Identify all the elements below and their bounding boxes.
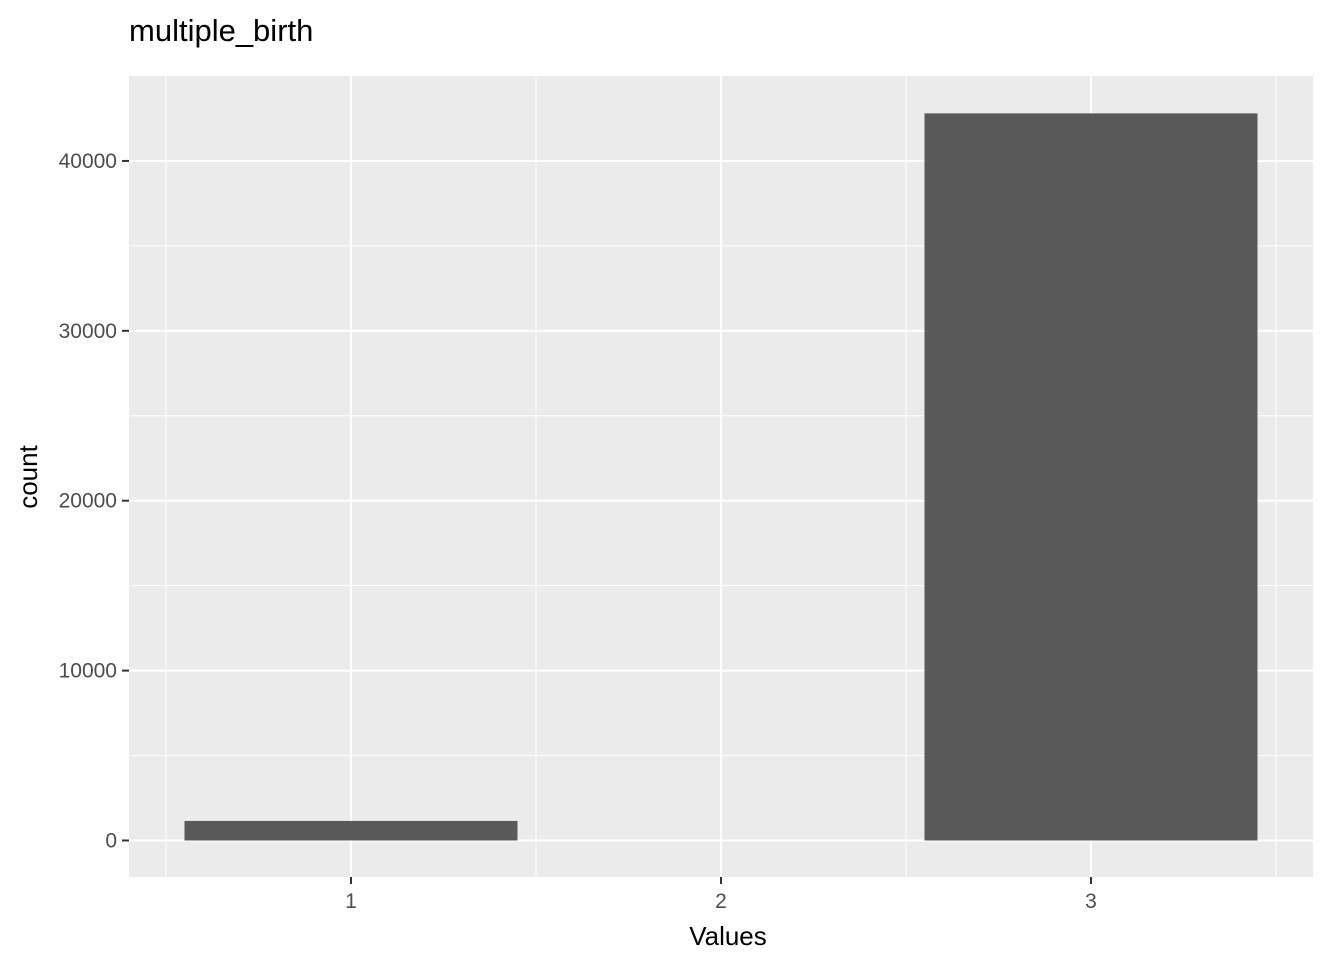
y-axis-title: count — [13, 444, 43, 508]
x-axis-title: Values — [689, 921, 767, 951]
y-tick-label: 0 — [105, 829, 117, 852]
x-tick-label: 1 — [345, 890, 357, 913]
chart-title: multiple_birth — [129, 13, 313, 48]
y-axis: 0 10000 20000 30000 40000 — [59, 150, 129, 852]
x-tick-label: 3 — [1085, 890, 1097, 913]
y-tick-label: 30000 — [59, 320, 117, 343]
y-tick-label: 10000 — [59, 660, 117, 683]
y-tick-label: 20000 — [59, 490, 117, 513]
bars — [184, 113, 1258, 841]
bar-3 — [924, 113, 1258, 841]
x-axis: 1 2 3 — [345, 877, 1097, 913]
y-tick-label: 40000 — [59, 150, 117, 173]
bar-1 — [184, 820, 518, 841]
x-tick-label: 2 — [715, 890, 727, 913]
